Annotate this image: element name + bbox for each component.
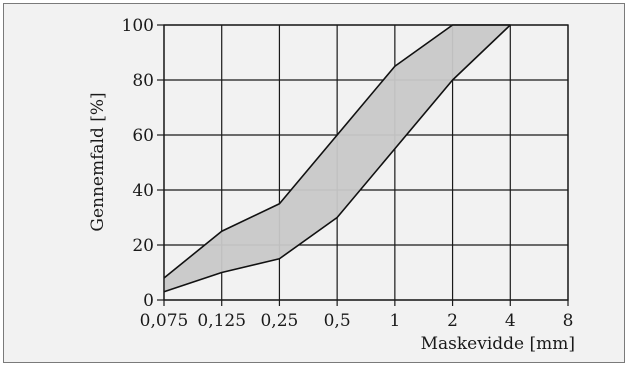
plot-border (163, 24, 569, 301)
y-tick-label: 100 (122, 16, 154, 36)
x-tick-label: 0,075 (140, 311, 189, 331)
y-tick-label: 40 (132, 181, 154, 201)
x-axis-label: Maskevidde [mm] (421, 334, 575, 354)
y-tick-label: 0 (143, 291, 154, 311)
tick-labels: 0 20 40 60 80 100 0,075 0,125 0,25 0,5 1 2 4 8 (122, 16, 574, 331)
lower-limit-line (163, 24, 511, 293)
x-tick-label: 1 (389, 311, 400, 331)
x-tick-label: 0,25 (260, 311, 298, 331)
x-tick-label: 0,125 (197, 311, 246, 331)
y-tick-label: 60 (132, 126, 154, 146)
y-tick-label: 80 (132, 71, 154, 91)
x-tick-label: 8 (563, 311, 574, 331)
x-tick-label: 0,5 (324, 311, 351, 331)
y-axis-label: Gennemfald [%] (88, 92, 108, 231)
x-tick-label: 4 (505, 311, 516, 331)
grading-band-area (164, 25, 511, 292)
x-tick-label: 2 (447, 311, 458, 331)
y-tick-label: 20 (132, 236, 154, 256)
